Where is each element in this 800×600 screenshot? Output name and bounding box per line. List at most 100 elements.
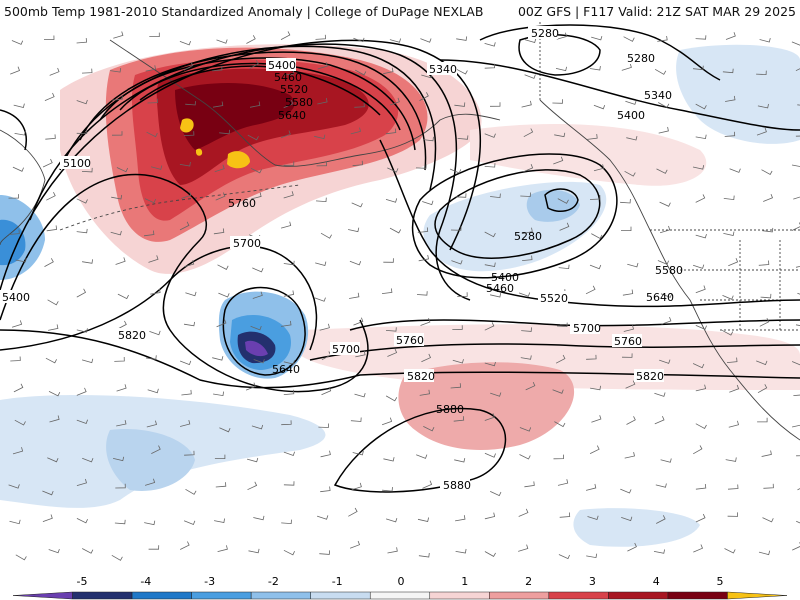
wind-barb [791,222,800,231]
wind-barb [625,380,636,389]
wind-barb [416,291,428,296]
wind-barb [318,423,329,428]
wind-barb [15,257,27,263]
wind-barb [283,481,295,486]
wind-barb [146,131,158,138]
wind-barb [693,544,704,553]
wind-barb [793,196,800,200]
contour-line [79,51,427,171]
wind-barb [42,514,53,522]
wind-barb [251,192,262,200]
wind-barb [695,35,707,40]
wind-barb [349,260,362,266]
wind-barb [76,419,88,425]
wind-barb [281,519,292,525]
wind-barb [763,483,774,489]
wind-barb [48,391,61,397]
wind-barb [354,102,365,108]
colorbar-tick-label: 1 [461,575,468,588]
wind-barb [586,553,598,559]
wind-barb [213,228,225,235]
warm-anomaly-region-ne [470,124,707,186]
wind-barb [593,164,605,172]
wind-barb [214,164,225,173]
wind-barb [283,70,295,76]
wind-barb [484,133,496,138]
contour-label: 5400 [268,59,296,72]
wind-barb [381,288,393,294]
wind-barb [389,38,401,43]
wind-barb [349,540,361,549]
wind-barb [453,416,465,422]
wind-barb [352,450,364,456]
wind-barb [627,262,639,268]
wind-barb [623,36,635,42]
wind-barb [76,518,88,524]
wind-barb [724,548,736,554]
wind-barb [48,324,59,331]
wind-barb [46,192,56,201]
wind-barb [589,194,601,200]
wind-barb [42,158,53,168]
wind-barb [591,35,603,41]
colorbar-swatch [12,591,73,600]
wind-barb [659,201,671,207]
wind-barb [114,519,126,525]
contour-label: 5460 [274,71,302,84]
wind-barb [484,512,496,520]
wind-barb [184,450,195,456]
wind-barb [320,450,331,458]
wind-barb [795,265,800,268]
wind-barb [695,103,707,110]
wind-barb [116,384,127,392]
contour-line [309,343,800,361]
wind-barb [10,356,21,362]
wind-barb [722,68,734,74]
wind-barb [9,229,20,235]
wind-barb [758,260,770,266]
wind-barb [454,102,466,107]
contour-label: 5760 [228,197,256,210]
wind-barb [654,68,667,75]
wind-barb [695,194,706,203]
wind-barb [728,420,739,428]
colorbar-tick-label: 5 [717,575,724,588]
wind-barb [215,192,226,201]
wind-barb [723,231,735,236]
wind-barb [185,488,197,495]
wind-barb [659,225,671,234]
contour-line [434,169,601,259]
contour-label: 5640 [272,363,300,376]
colorbar-tick-label: 2 [525,575,532,588]
contour-line [0,39,482,291]
wind-barb [559,222,570,231]
wind-barb [351,482,362,491]
wind-barb [657,260,669,265]
wind-barb [315,197,327,203]
contour-line [0,329,800,389]
wind-barb [586,354,597,360]
wind-barb [554,132,566,138]
wind-barb [42,490,54,496]
wind-barb [281,320,292,327]
wind-barb [115,483,126,489]
wind-barb [524,38,537,43]
wind-barb [554,421,566,428]
wind-barb [523,128,534,138]
wind-barb [283,451,295,457]
contour-line [59,45,437,191]
wind-barb [116,420,127,427]
colorbar-swatch [369,591,431,600]
wind-barb [280,130,291,139]
wind-barb [589,445,600,454]
wind-barb [762,517,774,523]
wind-barb [420,318,431,326]
model-run-info: 00Z GFS | F117 Valid: 21Z SAT MAR 29 202… [517,4,796,19]
contour-label: 5100 [63,157,91,170]
wind-barb [317,62,328,70]
contour-line [29,43,471,301]
wind-barb [793,394,800,396]
contour-label: 5280 [514,230,542,243]
wind-barb [249,60,259,70]
